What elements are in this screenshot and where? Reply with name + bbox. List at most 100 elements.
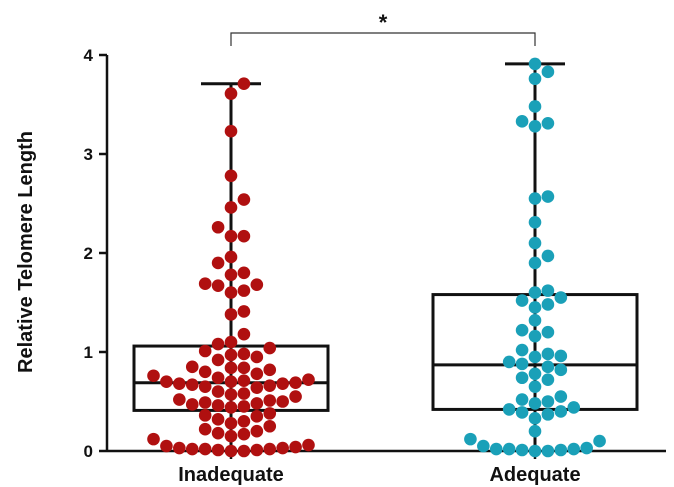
y-tick-label: 4: [84, 46, 94, 65]
data-point: [528, 100, 542, 113]
y-axis-title: Relative Telomere Length: [15, 131, 37, 373]
data-point: [263, 341, 277, 355]
data-point: [515, 371, 529, 385]
data-point: [528, 216, 542, 229]
data-point: [224, 416, 238, 430]
data-point: [276, 395, 289, 408]
data-point: [250, 367, 264, 381]
data-point: [211, 426, 225, 440]
data-point: [554, 291, 568, 304]
data-point: [237, 77, 251, 91]
data-point: [237, 347, 251, 361]
data-point: [250, 381, 264, 394]
data-point: [147, 369, 160, 383]
data-point: [173, 441, 186, 455]
data-point: [541, 444, 555, 458]
data-point: [211, 337, 225, 351]
data-point: [541, 373, 555, 387]
data-point: [198, 422, 212, 436]
plot-area: [132, 57, 639, 458]
data-point: [554, 349, 568, 363]
data-point: [528, 314, 542, 327]
data-point: [250, 397, 264, 410]
data-point: [250, 410, 264, 423]
data-point: [211, 385, 225, 398]
data-point: [224, 429, 238, 443]
data-point: [502, 355, 516, 369]
data-point: [541, 190, 555, 203]
data-point: [502, 442, 516, 456]
data-point: [211, 279, 225, 292]
data-point: [528, 329, 542, 343]
data-point: [224, 335, 238, 349]
data-point: [160, 439, 173, 453]
data-point: [554, 405, 568, 418]
data-point: [593, 434, 606, 448]
data-point: [224, 444, 238, 458]
data-point: [541, 298, 555, 311]
data-point: [567, 442, 581, 456]
data-point: [237, 284, 251, 297]
data-point: [237, 266, 251, 280]
data-point: [237, 374, 251, 388]
data-point: [289, 440, 302, 454]
data-point: [515, 406, 529, 419]
significance-marker: *: [379, 10, 388, 35]
data-point: [541, 117, 555, 130]
data-point: [250, 278, 264, 291]
data-point: [554, 390, 568, 403]
data-point: [289, 376, 302, 389]
data-point: [263, 394, 277, 407]
data-point: [541, 395, 555, 408]
data-point: [276, 441, 289, 455]
data-point: [515, 115, 529, 128]
data-point: [541, 284, 555, 297]
data-point: [224, 87, 238, 100]
data-point: [263, 419, 277, 433]
data-point: [237, 415, 251, 428]
data-point: [528, 424, 542, 438]
data-point: [237, 361, 251, 375]
data-point: [515, 357, 529, 371]
data-point: [237, 193, 251, 206]
data-point: [477, 439, 490, 453]
data-point: [224, 229, 238, 243]
data-point: [541, 408, 555, 421]
data-point: [263, 363, 277, 377]
data-point: [224, 361, 238, 375]
significance-line: [230, 32, 536, 46]
x-axis: Inadequate Adequate: [107, 449, 666, 486]
y-tick-label: 2: [84, 244, 93, 263]
data-point: [185, 360, 199, 374]
data-point: [147, 432, 160, 446]
data-point: [211, 443, 225, 457]
data-point: [528, 192, 542, 205]
data-point: [237, 400, 251, 413]
data-point: [211, 220, 225, 234]
data-point: [198, 380, 212, 393]
data-point: [160, 375, 173, 389]
data-point: [528, 397, 542, 410]
data-point: [528, 236, 542, 250]
data-point: [515, 294, 529, 307]
data-point: [554, 443, 568, 457]
y-tick-label: 0: [84, 442, 93, 461]
data-point: [528, 286, 542, 299]
data-point: [528, 57, 542, 71]
x-category-label: Adequate: [489, 464, 580, 486]
data-point: [237, 327, 251, 341]
data-point: [528, 256, 542, 270]
data-point: [198, 344, 212, 358]
data-point: [211, 256, 225, 270]
data-point: [198, 365, 212, 379]
data-point: [224, 286, 238, 299]
data-point: [528, 412, 542, 425]
data-point: [224, 201, 238, 214]
data-point: [541, 65, 555, 79]
data-point: [541, 249, 555, 263]
data-point: [211, 399, 225, 412]
data-point: [211, 371, 225, 385]
data-point: [289, 390, 302, 403]
significance-bracket: *: [230, 10, 536, 46]
data-point: [580, 441, 593, 455]
